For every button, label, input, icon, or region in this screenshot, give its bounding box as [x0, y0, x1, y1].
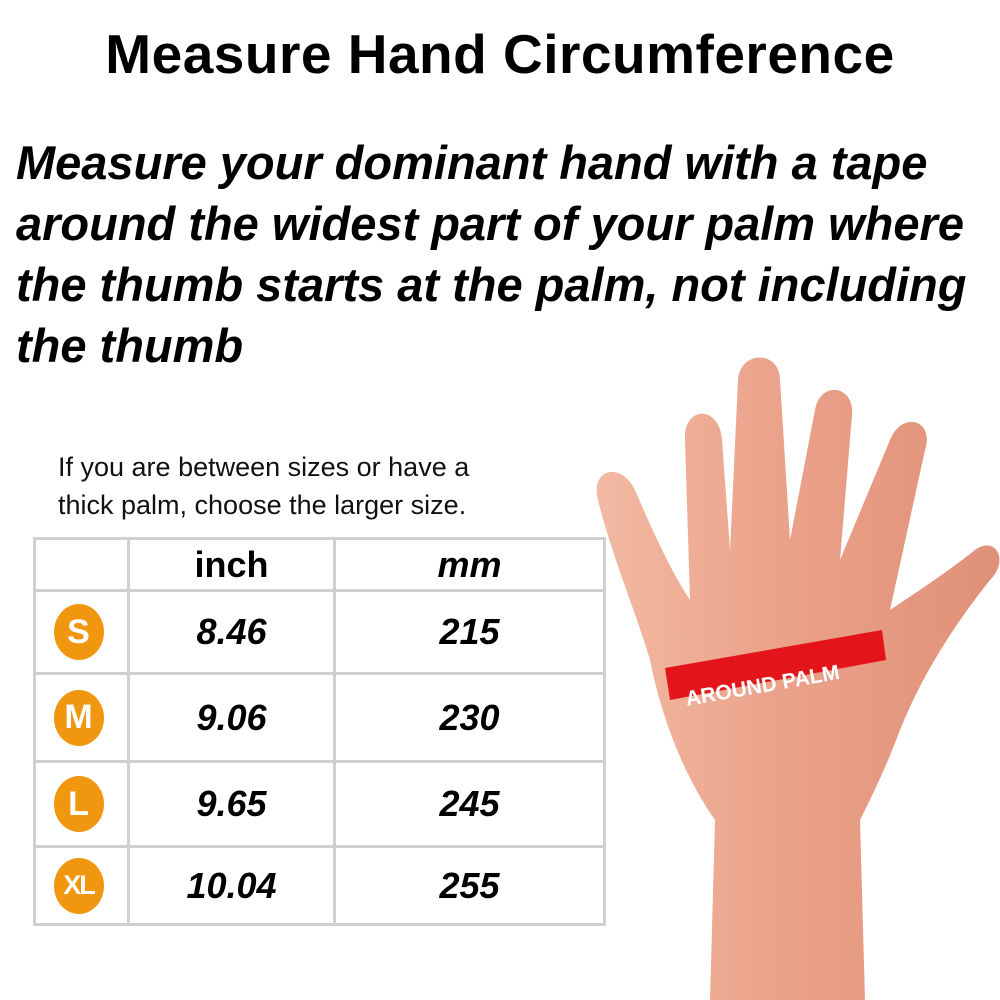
table-row: S 8.46 215	[33, 589, 606, 675]
size-badge: S	[53, 604, 104, 660]
size-table: inch mm S 8.46 215 M 9.06 230 L 9.65 245…	[33, 537, 606, 926]
note-line-1: If you are between sizes or have a	[58, 452, 470, 482]
inch-cell: 9.06	[127, 672, 336, 763]
inch-cell: 8.46	[127, 589, 336, 675]
header-mm: mm	[333, 537, 606, 592]
table-row: L 9.65 245	[33, 760, 606, 848]
size-badge: M	[53, 689, 104, 746]
page-title: Measure Hand Circumference	[105, 23, 895, 85]
note-line-2: thick palm, choose the larger size.	[58, 490, 467, 520]
size-badge: L	[53, 776, 104, 832]
header-inch: inch	[127, 537, 336, 592]
header-size	[33, 537, 130, 592]
hand-illustration: AROUND PALM	[596, 357, 1000, 1000]
table-row: XL 10.04 255	[33, 845, 606, 926]
mm-cell: 215	[333, 589, 606, 675]
inch-cell: 9.65	[127, 760, 336, 848]
instructions: Measure your dominant hand with a tape a…	[16, 136, 967, 372]
size-badge: XL	[53, 857, 104, 914]
size-note: If you are between sizes or have a thick…	[58, 448, 469, 524]
table-row: M 9.06 230	[33, 672, 606, 763]
hand-shape	[596, 357, 1000, 1000]
mm-cell: 255	[333, 845, 606, 926]
inch-cell: 10.04	[127, 845, 336, 926]
mm-cell: 245	[333, 760, 606, 848]
mm-cell: 230	[333, 672, 606, 763]
table-header-row: inch mm	[33, 537, 606, 592]
